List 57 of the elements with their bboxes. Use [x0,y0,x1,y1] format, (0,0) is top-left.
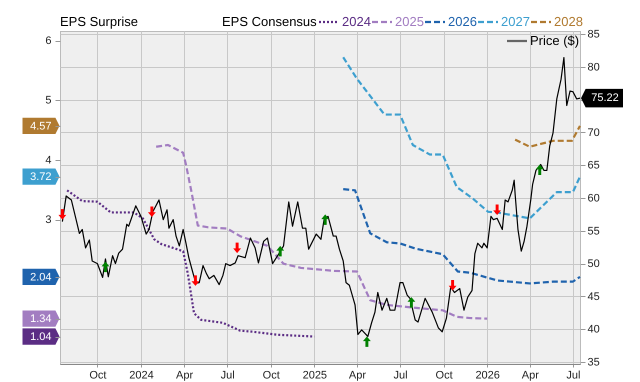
data-label: 75.22 [591,92,619,104]
y-tick-label: 5 [45,94,52,107]
y-tick-label: 1.04 [30,331,52,344]
point [493,204,502,216]
y2-tick-label: 45 [588,290,600,303]
point [448,280,457,291]
x-tick-label: Oct [89,370,106,382]
y2-tick-label: 80 [588,61,600,74]
line-series [342,188,582,285]
point [148,206,156,218]
y-tick-label: 2.04 [30,271,52,284]
line-series [66,189,316,338]
legend-title: EPS Consensus [222,14,318,29]
y2-tick-label: 85 [588,28,600,40]
y2-tick-label: 50 [588,258,600,270]
point [233,242,242,254]
x-tick-label: Jul [220,370,235,382]
x-tick-label: Apr [348,370,366,382]
y2-tick-label: 60 [588,192,600,204]
y-tick-label: 4.57 [30,120,52,132]
y2-tick-label: 40 [588,324,600,336]
x-tick-label: Jul [394,370,408,382]
y-tick-label: 6 [45,35,52,48]
point [102,262,110,272]
line-series [342,56,582,220]
legend-label: 2026 [448,14,477,29]
y-tick-label: 4 [45,154,52,166]
x-tick-label: Oct [262,370,280,382]
x-tick-label: 2025 [302,370,328,382]
y2-tick-label: 65 [588,160,600,172]
legend-label: 2024 [342,14,371,29]
x-tick-label: Apr [522,370,540,382]
x-tick-label: Oct [436,370,453,382]
point [407,297,416,308]
point [362,336,371,347]
y-tick-label: 3 [45,214,52,226]
y2-tick-label: 35 [588,356,600,369]
point [276,246,284,256]
point [321,214,330,225]
y2-tick-label: 70 [588,126,600,139]
legend-label: 2025 [395,14,424,29]
series-label: Price ($) [530,33,580,48]
x-tick-label: Apr [176,370,194,382]
y-tick-label: 1.34 [30,313,52,326]
point [536,164,544,176]
point [58,209,66,220]
point [192,275,200,286]
text: EPS Surprise [60,14,138,29]
line-series [514,124,582,148]
x-tick-label: Jul [566,370,580,382]
legend-label: 2028 [554,14,583,29]
x-tick-label: 2024 [129,370,154,382]
x-tick-label: 2026 [475,370,500,382]
y-tick-label: 3.72 [30,171,52,184]
y2-tick-label: 55 [588,225,600,238]
line-series [155,144,488,320]
legend-label: 2027 [501,14,530,29]
